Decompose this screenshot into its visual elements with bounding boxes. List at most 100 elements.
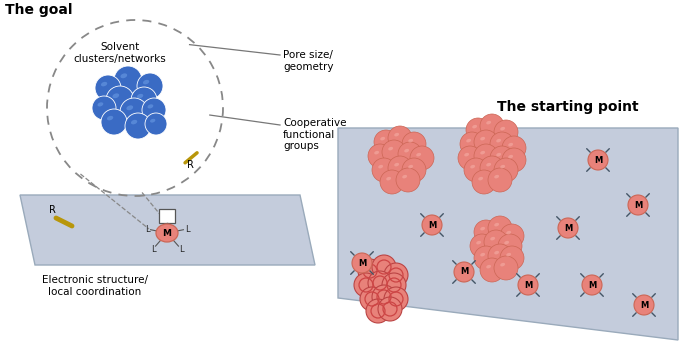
Circle shape bbox=[500, 246, 524, 270]
Text: The goal: The goal bbox=[5, 3, 73, 17]
Text: M: M bbox=[428, 221, 436, 229]
Circle shape bbox=[634, 295, 654, 315]
Ellipse shape bbox=[500, 127, 505, 130]
Circle shape bbox=[402, 132, 426, 156]
Circle shape bbox=[114, 66, 142, 94]
Ellipse shape bbox=[380, 137, 385, 140]
Ellipse shape bbox=[506, 253, 511, 256]
Circle shape bbox=[388, 126, 412, 150]
Ellipse shape bbox=[408, 165, 413, 169]
Ellipse shape bbox=[394, 163, 399, 166]
Ellipse shape bbox=[486, 163, 491, 166]
Circle shape bbox=[488, 168, 512, 192]
Circle shape bbox=[588, 150, 608, 170]
Circle shape bbox=[558, 218, 578, 238]
Ellipse shape bbox=[156, 224, 178, 242]
Circle shape bbox=[384, 287, 408, 311]
Circle shape bbox=[480, 114, 504, 138]
Ellipse shape bbox=[480, 227, 485, 230]
Text: L: L bbox=[145, 225, 149, 234]
Circle shape bbox=[372, 255, 396, 279]
Text: L: L bbox=[151, 245, 155, 254]
Text: M: M bbox=[358, 258, 366, 268]
Ellipse shape bbox=[494, 251, 499, 255]
Ellipse shape bbox=[143, 80, 149, 84]
Text: Solvent
clusters/networks: Solvent clusters/networks bbox=[73, 42, 166, 64]
Polygon shape bbox=[20, 195, 315, 265]
Ellipse shape bbox=[500, 165, 505, 169]
Ellipse shape bbox=[480, 137, 485, 140]
Ellipse shape bbox=[127, 105, 133, 110]
Circle shape bbox=[472, 170, 496, 194]
Ellipse shape bbox=[466, 139, 471, 142]
Ellipse shape bbox=[486, 265, 491, 268]
Ellipse shape bbox=[486, 121, 491, 125]
Ellipse shape bbox=[97, 102, 103, 107]
Ellipse shape bbox=[137, 94, 143, 98]
Circle shape bbox=[378, 297, 402, 321]
Circle shape bbox=[354, 273, 378, 297]
Circle shape bbox=[518, 275, 538, 295]
Ellipse shape bbox=[464, 153, 469, 157]
Circle shape bbox=[125, 113, 151, 139]
Circle shape bbox=[502, 136, 526, 160]
Circle shape bbox=[488, 244, 512, 268]
Circle shape bbox=[101, 109, 127, 135]
Ellipse shape bbox=[402, 175, 407, 179]
Circle shape bbox=[422, 215, 442, 235]
Text: R: R bbox=[186, 160, 193, 170]
Circle shape bbox=[466, 118, 490, 142]
Text: Electronic structure/
local coordination: Electronic structure/ local coordination bbox=[42, 275, 148, 297]
Text: L: L bbox=[185, 225, 189, 234]
Circle shape bbox=[490, 146, 514, 170]
Ellipse shape bbox=[478, 177, 483, 181]
Ellipse shape bbox=[388, 147, 393, 150]
Circle shape bbox=[474, 220, 498, 244]
Circle shape bbox=[352, 253, 372, 273]
Circle shape bbox=[488, 216, 512, 240]
Circle shape bbox=[480, 258, 504, 282]
Text: M: M bbox=[162, 228, 171, 237]
Circle shape bbox=[398, 142, 422, 166]
Circle shape bbox=[502, 148, 526, 172]
Ellipse shape bbox=[404, 149, 409, 152]
Ellipse shape bbox=[508, 155, 513, 159]
Text: M: M bbox=[564, 224, 572, 233]
Circle shape bbox=[372, 158, 396, 182]
Circle shape bbox=[95, 75, 121, 101]
Circle shape bbox=[498, 234, 522, 258]
Text: L: L bbox=[179, 245, 184, 254]
Ellipse shape bbox=[374, 151, 379, 154]
Circle shape bbox=[494, 120, 518, 144]
Circle shape bbox=[480, 156, 504, 180]
Ellipse shape bbox=[112, 93, 119, 98]
Circle shape bbox=[388, 156, 412, 180]
Text: M: M bbox=[524, 280, 532, 290]
Polygon shape bbox=[338, 128, 678, 340]
Circle shape bbox=[490, 132, 514, 156]
Text: The starting point: The starting point bbox=[497, 100, 639, 114]
Circle shape bbox=[470, 234, 494, 258]
Text: M: M bbox=[634, 201, 642, 209]
Ellipse shape bbox=[480, 253, 485, 256]
Circle shape bbox=[494, 256, 518, 280]
Circle shape bbox=[582, 275, 602, 295]
Ellipse shape bbox=[490, 237, 495, 240]
Circle shape bbox=[460, 132, 484, 156]
Ellipse shape bbox=[150, 119, 155, 122]
Circle shape bbox=[368, 271, 392, 295]
Ellipse shape bbox=[378, 165, 383, 169]
Ellipse shape bbox=[504, 241, 509, 245]
Ellipse shape bbox=[131, 120, 137, 124]
Circle shape bbox=[474, 144, 498, 168]
Circle shape bbox=[142, 98, 166, 122]
Circle shape bbox=[380, 170, 404, 194]
Ellipse shape bbox=[472, 125, 477, 128]
Circle shape bbox=[628, 195, 648, 215]
Text: M: M bbox=[640, 301, 648, 310]
Ellipse shape bbox=[408, 139, 413, 142]
Ellipse shape bbox=[101, 82, 108, 86]
Ellipse shape bbox=[394, 133, 399, 137]
Ellipse shape bbox=[470, 165, 475, 169]
Circle shape bbox=[500, 224, 524, 248]
